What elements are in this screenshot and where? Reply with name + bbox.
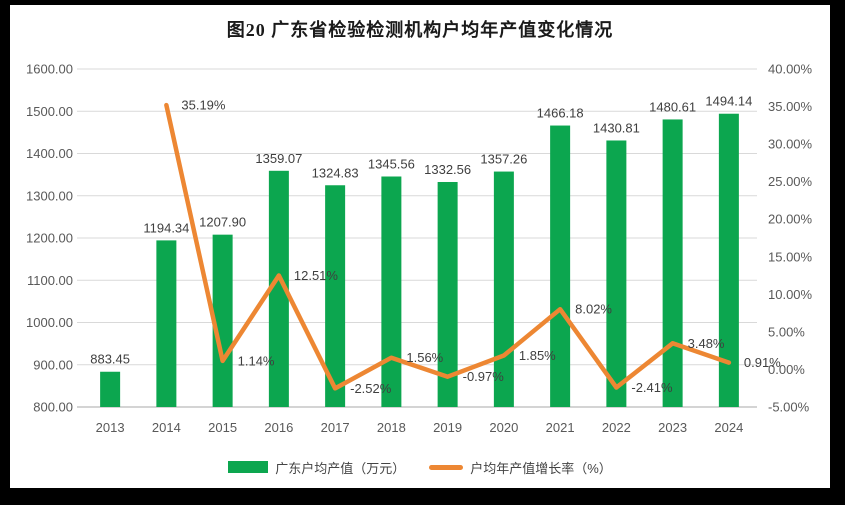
bar-value-label: 1480.61 [649,99,696,114]
x-axis-tick-label: 2017 [321,420,350,435]
x-axis-tick-label: 2023 [658,420,687,435]
bar [381,176,402,407]
line-value-label: -2.41% [631,380,673,395]
bar-series-legend-label: 广东户均产值（万元） [275,460,406,476]
right-axis-tick-label: 25.00% [768,174,813,189]
chart-frame: 图20 广东省检验检测机构户均年产值变化情况 800.00 900.00 1000.… [10,5,830,488]
x-axis-tick-label: 2013 [96,420,125,435]
left-axis-tick-label: 1100.00 [27,273,73,288]
left-axis-tick-label: 1500.00 [26,104,73,119]
bar-value-label: 1345.56 [368,157,415,172]
line-value-label: 12.51% [294,268,339,283]
x-axis-tick-label: 2024 [714,420,743,435]
line-value-label: 1.85% [519,348,556,363]
left-axis-tick-label: 1000.00 [26,315,73,330]
left-axis-tick-label: 800.00 [33,400,73,415]
bar-value-label: 1207.90 [199,215,246,230]
x-axis-tick-label: 2018 [377,420,406,435]
right-axis-tick-label: 0.00% [768,362,805,377]
bar-value-label: 1466.18 [537,106,584,121]
bar-value-label: 883.45 [90,352,130,367]
line-value-label: 1.14% [238,353,275,368]
line-value-label: 0.91% [744,355,781,370]
left-axis-tick-label: 1600.00 [26,62,73,77]
bar [212,234,233,407]
line-value-label: -0.97% [463,369,505,384]
bar [493,171,514,407]
bar-value-label: 1430.81 [593,120,640,135]
bar [550,125,571,408]
line-value-label: 1.56% [406,350,443,365]
x-axis-tick-label: 2020 [489,420,518,435]
right-axis-tick-label: 30.00% [768,137,813,152]
x-axis-tick-label: 2022 [602,420,631,435]
plot-area: 800.00 900.00 1000.00 1100.00 1200.00 1300.00… [26,62,813,436]
growth-rate-line [164,102,732,391]
right-axis-tick-label: 40.00% [768,62,813,77]
bar [437,181,458,407]
legend-item-bar-series: 广东户均产值（万元） [228,458,405,477]
bar-value-label: 1194.34 [143,220,189,235]
right-axis-tick-label: 35.00% [768,99,813,114]
line-value-label: -2.52% [350,381,392,396]
legend: 广东户均产值（万元） 户均年产值增长率（%） [10,457,830,477]
line-series-swatch-icon [429,464,464,470]
bar [606,140,627,407]
right-axis-tick-label: 10.00% [768,287,813,302]
left-axis-tick-label: 1200.00 [26,231,73,246]
x-axis-tick-label: 2016 [264,420,293,435]
line-value-label: 3.48% [688,336,725,351]
right-axis-tick-label: 5.00% [768,324,805,339]
bar [156,240,177,407]
x-axis-tick-label: 2021 [546,420,575,435]
bar-series-swatch-icon [228,461,269,473]
left-axis-tick-label: 1400.00 [26,146,73,161]
line-value-label: 8.02% [575,302,612,317]
chart-title: 图20 广东省检验检测机构户均年产值变化情况 [226,20,614,40]
bar [268,170,289,407]
bar-value-label: 1359.07 [255,151,302,166]
left-axis-tick-label: 900.00 [33,357,73,372]
right-axis-tick-label: -5.00% [768,400,810,415]
bar [100,371,121,407]
line-value-label: 35.19% [181,98,226,113]
x-axis-tick-label: 2015 [208,420,237,435]
right-axis-tick-label: 20.00% [768,212,813,227]
bar-value-label: 1494.14 [705,94,752,109]
right-axis-tick-label: 15.00% [768,249,813,264]
x-axis-tick-label: 2019 [433,420,462,435]
x-axis-tick-label: 2014 [152,420,181,435]
bar [325,185,346,407]
legend-item-line-series: 户均年产值增长率（%） [429,458,612,477]
bar-value-label: 1332.56 [424,162,471,177]
left-axis-tick-label: 1300.00 [26,188,73,203]
line-series-legend-label: 户均年产值增长率（%） [470,460,612,476]
bar-value-label: 1357.26 [480,152,527,167]
bar [662,119,683,408]
bar-value-label: 1324.83 [312,165,359,180]
bar [718,113,739,407]
